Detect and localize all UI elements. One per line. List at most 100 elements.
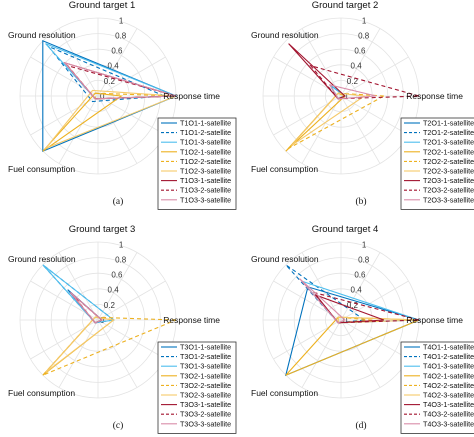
legend-entry: T4O3-2-satellite <box>423 410 474 419</box>
legend-entry: T3O1-3-satellite <box>180 362 231 371</box>
radial-tick-label: 0.4 <box>108 286 120 295</box>
radial-tick-label: 1 <box>362 240 367 249</box>
radial-tick-label: 0.8 <box>115 255 127 264</box>
series-line-T4O3-2-satellite <box>311 291 420 324</box>
legend: T2O1-1-satelliteT2O1-2-satelliteT2O1-3-s… <box>400 117 474 210</box>
legend-entry: T2O2-3-satellite <box>423 167 474 176</box>
radial-tick-label: 0.8 <box>115 31 127 40</box>
radial-tick-label: 0 <box>343 92 348 101</box>
axis-label: Ground resolution <box>251 30 319 40</box>
legend-entry: T1O3-1-satellite <box>180 176 231 185</box>
radial-tick-label: 0 <box>343 316 348 325</box>
legend-entry: T1O1-2-satellite <box>180 128 231 137</box>
radar-panel-4: 0 0.2 0.4 0.6 0.8 1 Response time Ground resolu… <box>251 224 474 434</box>
legend-entry: T4O2-2-satellite <box>423 381 474 390</box>
series-line-T2O3-2-satellite <box>309 64 420 100</box>
axis-label: Fuel consumption <box>8 164 75 174</box>
grid-spoke <box>301 319 342 388</box>
legend-entry: T3O2-1-satellite <box>180 371 231 380</box>
grid-spoke <box>58 28 99 97</box>
grid-spoke <box>340 95 381 164</box>
series-line-T3O2-2-satellite <box>42 316 177 376</box>
axis-label: Fuel consumption <box>251 388 318 398</box>
legend-entry: T3O2-2-satellite <box>180 381 231 390</box>
legend-entry: T4O3-3-satellite <box>423 419 474 428</box>
legend: T1O1-1-satelliteT1O1-2-satelliteT1O1-3-s… <box>157 117 237 210</box>
radial-tick-label: 0.6 <box>111 271 123 280</box>
series-line-T1O2-3-satellite <box>43 89 177 150</box>
radial-tick-label: 0.8 <box>358 255 370 264</box>
legend-box <box>157 341 237 434</box>
radial-tick-label: 0.2 <box>347 77 359 86</box>
legend-entry: T3O3-1-satellite <box>180 400 231 409</box>
axis-label: Response time <box>163 315 220 325</box>
legend-entry: T2O3-2-satellite <box>423 186 474 195</box>
legend-entry: T4O2-1-satellite <box>423 371 474 380</box>
grid-spoke <box>97 95 166 136</box>
series-line-T3O3-3-satellite <box>69 291 103 324</box>
grid-spoke <box>58 252 99 321</box>
grid-spoke <box>97 56 166 97</box>
grid-spoke <box>340 28 381 97</box>
legend-box <box>400 341 474 434</box>
series-line-T1O2-1-satellite <box>42 92 123 152</box>
series-line-T1O1-2-satellite <box>47 45 165 103</box>
series-line-T2O3-1-satellite <box>288 43 346 100</box>
radial-tick-label: 0.4 <box>108 62 120 71</box>
legend-box <box>157 117 237 210</box>
legend-entry: T4O1-3-satellite <box>423 362 474 371</box>
radial-tick-label: 0.6 <box>354 271 366 280</box>
radial-tick-label: 0 <box>100 316 105 325</box>
legend-entry: T3O3-3-satellite <box>180 419 231 428</box>
legend-entry: T4O3-1-satellite <box>423 400 474 409</box>
legend: T4O1-1-satelliteT4O1-2-satelliteT4O1-3-s… <box>400 341 474 434</box>
chart-title: Ground target 1 <box>69 0 136 11</box>
legend-entry: T4O2-3-satellite <box>423 391 474 400</box>
series-line-T1O1-1-satellite <box>42 39 178 153</box>
panel-label: (d) <box>355 420 366 431</box>
grid-spoke <box>97 252 138 321</box>
legend-entry: T2O3-1-satellite <box>423 176 474 185</box>
axis-label: Response time <box>163 91 220 101</box>
legend-entry: T1O2-3-satellite <box>180 167 231 176</box>
grid-spoke <box>97 319 138 388</box>
legend-entry: T3O1-2-satellite <box>180 352 231 361</box>
legend-entry: T1O2-1-satellite <box>180 147 231 156</box>
grid-spoke <box>340 319 409 360</box>
grid-spoke <box>301 28 342 97</box>
grid-spoke <box>340 56 409 97</box>
series-line-T1O3-3-satellite <box>63 61 177 100</box>
legend-entry: T1O2-2-satellite <box>180 157 231 166</box>
legend-entry: T2O1-1-satellite <box>423 119 474 128</box>
series-line-T3O2-3-satellite <box>45 316 115 373</box>
panel-label: (c) <box>113 420 124 431</box>
radar-panel-2: 0 0.2 0.4 0.6 0.8 1 Response time Ground resolu… <box>251 0 474 210</box>
legend-entry: T1O1-3-satellite <box>180 138 231 147</box>
axis-label: Ground resolution <box>8 30 76 40</box>
grid-spoke <box>340 280 409 321</box>
series-line-T2O3-3-satellite <box>328 84 377 100</box>
grid-spoke <box>58 95 99 164</box>
legend-entry: T4O1-1-satellite <box>423 343 474 352</box>
radial-tick-label: 0 <box>100 92 105 101</box>
series-line-T4O3-3-satellite <box>299 278 346 324</box>
legend-entry: T1O1-1-satellite <box>180 119 231 128</box>
radial-tick-label: 0.8 <box>358 31 370 40</box>
legend-entry: T3O1-1-satellite <box>180 343 231 352</box>
grid-spoke <box>301 252 342 321</box>
radial-tick-label: 0.4 <box>351 286 363 295</box>
legend-entry: T1O3-2-satellite <box>180 186 231 195</box>
legend: T3O1-1-satelliteT3O1-2-satelliteT3O1-3-s… <box>157 341 237 434</box>
radial-tick-label: 0.2 <box>104 77 116 86</box>
legend-entry: T2O2-1-satellite <box>423 147 474 156</box>
panel-label: (a) <box>113 196 124 207</box>
radial-tick-label: 0.2 <box>104 301 116 310</box>
grid-spoke <box>340 95 409 136</box>
series-line-T4O2-1-satellite <box>285 316 420 376</box>
legend-entry: T1O3-3-satellite <box>180 195 231 204</box>
radial-tick-label: 0.6 <box>354 47 366 56</box>
radial-tick-label: 1 <box>362 16 367 25</box>
radar-panel-1: 0 0.2 0.4 0.6 0.8 1 Response time Ground resolu… <box>8 0 237 210</box>
radial-tick-label: 1 <box>119 240 124 249</box>
grid-spoke <box>97 280 166 321</box>
